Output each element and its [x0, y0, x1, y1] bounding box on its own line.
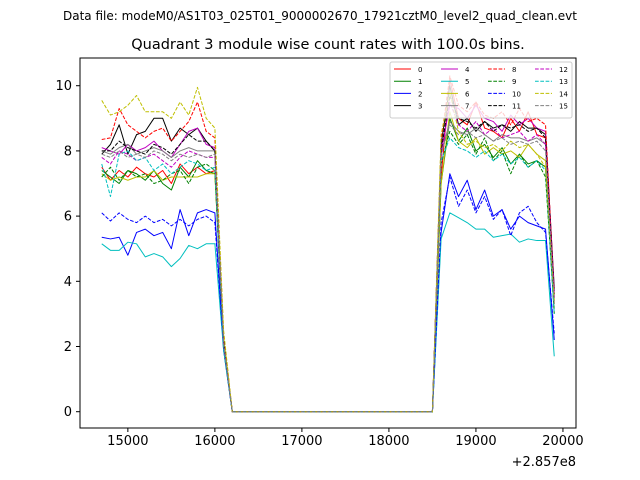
legend-box: [389, 61, 573, 119]
series-line-12: [101, 101, 555, 413]
chart-title: Quadrant 3 module wise count rates with …: [131, 37, 525, 53]
y-tick-label: 10: [55, 79, 72, 94]
figure-suptitle: Data file: modeM0/AS1T03_025T01_90000026…: [63, 9, 577, 23]
legend-label-2: 2: [418, 90, 422, 98]
series-layer: [101, 75, 555, 413]
series-line-13: [101, 137, 555, 413]
legend-label-0: 0: [418, 66, 422, 74]
legend-label-11: 11: [512, 103, 521, 111]
legend-label-1: 1: [418, 78, 422, 86]
plot-frame: [79, 57, 577, 429]
y-tick-label: 8: [64, 144, 72, 159]
legend-label-15: 15: [559, 103, 568, 111]
legend-label-14: 14: [559, 90, 568, 98]
series-line-6: [101, 111, 555, 413]
legend-label-10: 10: [512, 90, 521, 98]
legend-label-4: 4: [465, 66, 470, 74]
y-tick-label: 6: [64, 210, 72, 225]
series-line-4: [101, 104, 555, 413]
series-line-15: [101, 124, 555, 413]
legend-label-8: 8: [512, 66, 516, 74]
series-line-8: [101, 75, 555, 413]
y-tick-label: 4: [64, 275, 72, 290]
series-line-3: [101, 85, 555, 413]
x-offset-label: +2.857e8: [512, 455, 576, 470]
series-line-2: [101, 173, 555, 413]
x-tick-label: 19000: [455, 434, 496, 449]
legend-label-7: 7: [465, 103, 469, 111]
series-line-10: [101, 176, 555, 413]
y-tick-label: 0: [64, 405, 72, 420]
series-line-5: [101, 212, 555, 413]
series-line-7: [101, 121, 555, 413]
y-tick-label: 2: [64, 340, 72, 355]
legend-label-12: 12: [559, 66, 568, 74]
legend-label-3: 3: [418, 103, 422, 111]
legend-label-6: 6: [465, 90, 470, 98]
legend-label-13: 13: [559, 78, 568, 86]
x-tick-label: 20000: [542, 434, 583, 449]
x-tick-label: 17000: [281, 434, 322, 449]
legend-label-5: 5: [465, 78, 469, 86]
legend-label-9: 9: [512, 78, 516, 86]
series-line-9: [101, 130, 555, 413]
x-tick-label: 18000: [368, 434, 409, 449]
x-tick-label: 15000: [107, 434, 148, 449]
x-tick-label: 16000: [194, 434, 235, 449]
